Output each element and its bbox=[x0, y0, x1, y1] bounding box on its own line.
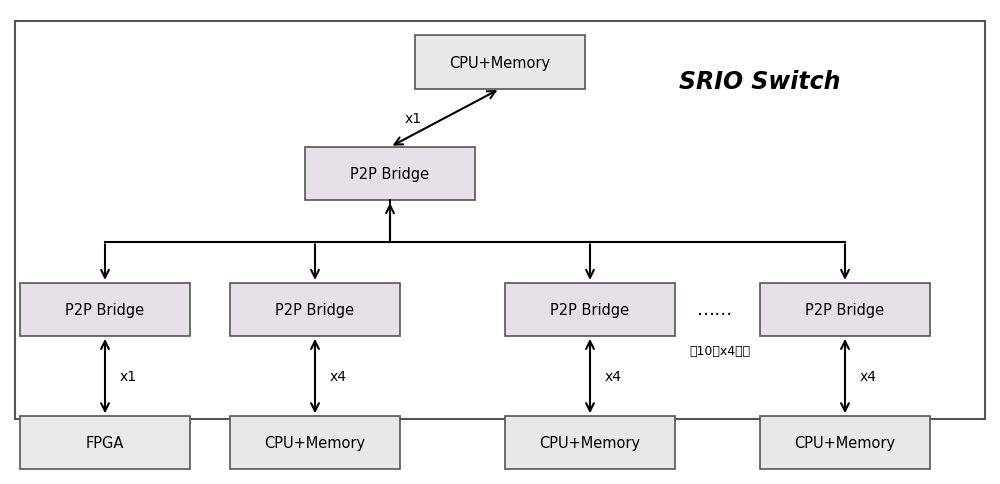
Text: P2P Bridge: P2P Bridge bbox=[805, 302, 885, 317]
Text: CPU+Memory: CPU+Memory bbox=[539, 436, 641, 450]
Text: x1: x1 bbox=[405, 112, 422, 125]
Text: x4: x4 bbox=[605, 369, 622, 383]
Text: P2P Bridge: P2P Bridge bbox=[275, 302, 355, 317]
Text: CPU+Memory: CPU+Memory bbox=[794, 436, 896, 450]
FancyBboxPatch shape bbox=[305, 148, 475, 201]
FancyBboxPatch shape bbox=[15, 22, 985, 419]
Text: x1: x1 bbox=[120, 369, 137, 383]
Text: x4: x4 bbox=[860, 369, 877, 383]
FancyBboxPatch shape bbox=[20, 283, 190, 336]
FancyBboxPatch shape bbox=[415, 36, 585, 90]
Text: x4: x4 bbox=[330, 369, 347, 383]
Text: 全10个x4接口: 全10个x4接口 bbox=[689, 345, 751, 357]
Text: P2P Bridge: P2P Bridge bbox=[350, 167, 430, 182]
FancyBboxPatch shape bbox=[505, 416, 675, 469]
FancyBboxPatch shape bbox=[230, 416, 400, 469]
Text: CPU+Memory: CPU+Memory bbox=[264, 436, 366, 450]
Text: ……: …… bbox=[697, 301, 733, 319]
Text: P2P Bridge: P2P Bridge bbox=[550, 302, 630, 317]
FancyBboxPatch shape bbox=[760, 283, 930, 336]
FancyBboxPatch shape bbox=[230, 283, 400, 336]
Text: P2P Bridge: P2P Bridge bbox=[65, 302, 145, 317]
FancyBboxPatch shape bbox=[20, 416, 190, 469]
FancyBboxPatch shape bbox=[505, 283, 675, 336]
Text: SRIO Switch: SRIO Switch bbox=[679, 70, 841, 94]
Text: FPGA: FPGA bbox=[86, 436, 124, 450]
FancyBboxPatch shape bbox=[760, 416, 930, 469]
Text: CPU+Memory: CPU+Memory bbox=[449, 56, 551, 70]
